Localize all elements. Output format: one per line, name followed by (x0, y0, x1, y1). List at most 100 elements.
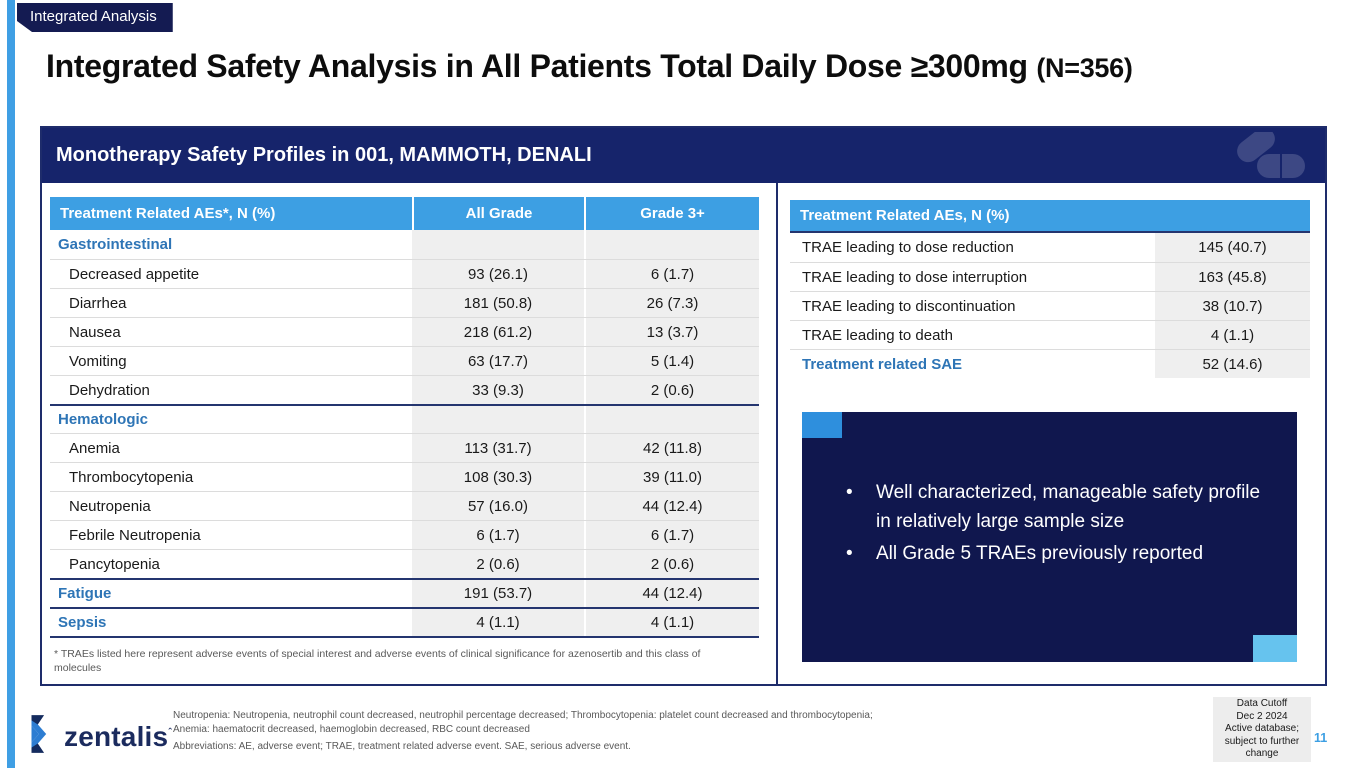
footer-notes: Neutropenia: Neutropenia, neutrophil cou… (173, 709, 873, 754)
callout-bullet-list: • Well characterized, manageable safety p… (802, 412, 1297, 568)
trae-label: TRAE leading to discontinuation (802, 297, 1016, 315)
left-table-body: Gastrointestinal Decreased appetite 93 (26… (50, 230, 759, 638)
data-cutoff-line: subject to further change (1224, 735, 1300, 760)
grade3-value: 6 (1.7) (584, 260, 759, 288)
right-table-body: TRAE leading to dose reduction 145 (40.7)… (790, 233, 1310, 378)
callout-corner-square-top-left (802, 412, 842, 438)
page-title-main: Integrated Safety Analysis in All Patien… (46, 48, 1037, 84)
all-grade-value: 6 (1.7) (412, 521, 584, 549)
vertical-divider (776, 183, 778, 684)
grade3-value (584, 406, 759, 433)
trae-value: 145 (40.7) (1155, 233, 1310, 262)
grade3-value: 6 (1.7) (584, 521, 759, 549)
table-category-row: Treatment related SAE 52 (14.6) (790, 349, 1310, 378)
right-table: Treatment Related AEs, N (%) TRAE leadin… (790, 200, 1310, 378)
footer-note-line: Anemia: haematocrit decreased, haemoglob… (173, 724, 530, 735)
ae-label: Decreased appetite (69, 265, 200, 283)
grade3-value: 2 (0.6) (584, 550, 759, 578)
trae-label: TRAE leading to death (802, 326, 953, 344)
bullet-dot: • (846, 482, 853, 503)
all-grade-value: 181 (50.8) (412, 289, 584, 317)
ae-label: Pancytopenia (69, 555, 160, 573)
bullet-dot: • (846, 542, 853, 564)
zentalis-logo-text: zentalisˆ (64, 720, 172, 752)
ae-label: Sepsis (58, 614, 107, 631)
ae-label: Nausea (69, 323, 121, 341)
all-grade-value: 63 (17.7) (412, 347, 584, 375)
callout-bullet: • Well characterized, manageable safety p… (846, 478, 1261, 537)
ae-label: Dehydration (69, 381, 150, 399)
left-table: Treatment Related AEs*, N (%) All Grade … (50, 197, 759, 675)
trademark-mark: ˆ (168, 727, 172, 739)
left-accent-bar (7, 0, 15, 768)
column-header-grade3: Grade 3+ (584, 197, 759, 230)
ae-label: Hematologic (58, 411, 149, 428)
table-row: Pancytopenia 2 (0.6) 2 (0.6) (50, 549, 759, 578)
ae-label: Anemia (69, 439, 120, 457)
grade3-value: 39 (11.0) (584, 463, 759, 491)
table-row: Neutropenia 57 (16.0) 44 (12.4) (50, 491, 759, 520)
trae-value: 4 (1.1) (1155, 321, 1310, 349)
column-header-aes: Treatment Related AEs*, N (%) (60, 205, 276, 222)
data-cutoff-box: Data Cutoff Dec 2 2024 Active database; sub… (1213, 697, 1311, 762)
grade3-value: 44 (12.4) (584, 492, 759, 520)
bullet-text: All Grade 5 TRAEs previously reported (876, 542, 1204, 564)
table-row: Nausea 218 (61.2) 13 (3.7) (50, 317, 759, 346)
table-row: TRAE leading to dose interruption 163 (45… (790, 262, 1310, 291)
footer-note-line: Abbreviations: AE, adverse event; TRAE, … (173, 741, 631, 752)
slide-tag: Integrated Analysis (17, 3, 173, 32)
page-number: 11 (1314, 731, 1328, 745)
all-grade-value: 2 (0.6) (412, 550, 584, 578)
table-row: TRAE leading to death 4 (1.1) (790, 320, 1310, 349)
all-grade-value (412, 230, 584, 259)
table-row: Decreased appetite 93 (26.1) 6 (1.7) (50, 259, 759, 288)
ae-label: Diarrhea (69, 294, 127, 312)
grade3-value (584, 230, 759, 259)
callout-corner-square-bottom-right (1253, 635, 1297, 662)
grade3-value: 42 (11.8) (584, 434, 759, 462)
callout-bullet: • All Grade 5 TRAEs previously reported (846, 539, 1261, 568)
all-grade-value: 108 (30.3) (412, 463, 584, 491)
trae-label: TRAE leading to dose interruption (802, 268, 1028, 286)
grade3-value: 13 (3.7) (584, 318, 759, 346)
left-table-header-row: Treatment Related AEs*, N (%) All Grade … (50, 197, 759, 230)
data-cutoff-line: Active database; (1225, 723, 1299, 735)
panel-body: Treatment Related AEs*, N (%) All Grade … (42, 183, 1325, 684)
ae-label: Neutropenia (69, 497, 151, 515)
table-category-row: Fatigue 191 (53.7) 44 (12.4) (50, 578, 759, 607)
all-grade-value: 218 (61.2) (412, 318, 584, 346)
table-row: TRAE leading to dose reduction 145 (40.7) (790, 233, 1310, 262)
ae-label: Gastrointestinal (58, 236, 173, 253)
page-title-n: (N=356) (1036, 53, 1133, 83)
ae-label: Vomiting (69, 352, 127, 370)
all-grade-value: 93 (26.1) (412, 260, 584, 288)
right-table-header: Treatment Related AEs, N (%) (790, 200, 1310, 233)
trae-value: 38 (10.7) (1155, 292, 1310, 320)
grade3-value: 4 (1.1) (584, 609, 759, 636)
trae-value: 163 (45.8) (1155, 263, 1310, 291)
all-grade-value: 33 (9.3) (412, 376, 584, 404)
all-grade-value (412, 406, 584, 433)
safety-panel: Monotherapy Safety Profiles in 001, MAMM… (40, 126, 1327, 686)
table-row: TRAE leading to discontinuation 38 (10.7) (790, 291, 1310, 320)
ae-label: Thrombocytopenia (69, 468, 194, 486)
table-row: Anemia 113 (31.7) 42 (11.8) (50, 433, 759, 462)
ae-label: Febrile Neutropenia (69, 526, 201, 544)
grade3-value: 2 (0.6) (584, 376, 759, 404)
page-title: Integrated Safety Analysis in All Patien… (46, 48, 1133, 85)
table-row: Thrombocytopenia 108 (30.3) 39 (11.0) (50, 462, 759, 491)
table-row: Vomiting 63 (17.7) 5 (1.4) (50, 346, 759, 375)
ae-label: Fatigue (58, 585, 112, 602)
all-grade-value: 57 (16.0) (412, 492, 584, 520)
footer-note-line: Neutropenia: Neutropenia, neutrophil cou… (173, 710, 873, 721)
panel-header-label: Monotherapy Safety Profiles in 001, MAMM… (56, 144, 592, 166)
panel-header: Monotherapy Safety Profiles in 001, MAMM… (42, 127, 1325, 183)
column-header-all-grade: All Grade (412, 197, 584, 230)
summary-callout: • Well characterized, manageable safety p… (802, 412, 1297, 662)
table-category-row: Hematologic (50, 404, 759, 433)
trae-value: 52 (14.6) (1155, 350, 1310, 378)
table-category-row: Gastrointestinal (50, 230, 759, 259)
grade3-value: 44 (12.4) (584, 580, 759, 607)
bullet-text: Well characterized, manageable safety pr… (876, 482, 1261, 533)
